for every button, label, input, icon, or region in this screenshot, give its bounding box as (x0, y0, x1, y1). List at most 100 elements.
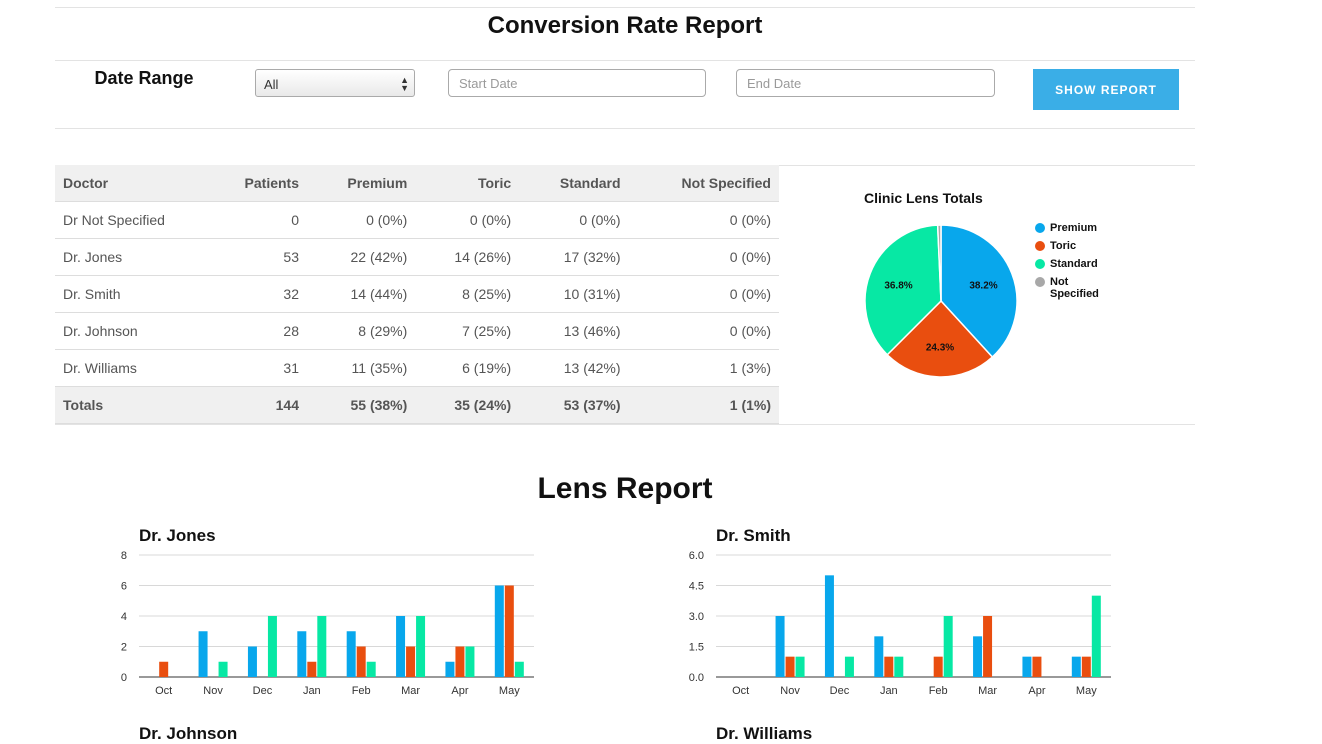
x-tick-label: Feb (352, 685, 371, 697)
bar-standard-nov[interactable] (218, 661, 228, 677)
column-header-premium: Premium (307, 165, 416, 202)
pie-slice-standard[interactable] (864, 224, 942, 356)
bar-standard-may[interactable] (1091, 595, 1101, 677)
table-row: Dr Not Specified 0 0 (0%) 0 (0%) 0 (0%) … (55, 201, 779, 239)
clinic-lens-pie-chart: 38.2% 24.3% 36.8% (864, 224, 1018, 378)
bar-standard-may[interactable] (514, 661, 524, 677)
pie-chart-title: Clinic Lens Totals (864, 190, 983, 206)
bar-standard-feb[interactable] (366, 661, 376, 677)
bar-toric-mar[interactable] (406, 646, 416, 678)
x-tick-label: Mar (978, 685, 997, 697)
doctor-cell: Dr. Johnson (55, 312, 211, 350)
x-tick-label: Jan (880, 685, 898, 697)
bar-standard-dec[interactable] (267, 616, 277, 677)
bar-premium-jan[interactable] (297, 631, 307, 677)
patients-cell: 32 (211, 275, 307, 313)
totals-standard: 53 (37%) (519, 386, 629, 424)
column-header-not-specified: Not Specified (628, 165, 779, 202)
bar-premium-mar[interactable] (973, 636, 983, 677)
end-date-input[interactable] (736, 69, 995, 97)
pie-slice-toric[interactable] (886, 299, 994, 378)
bar-premium-jan[interactable] (874, 636, 884, 677)
legend-dot-not-specified (1035, 277, 1045, 287)
bar-toric-apr[interactable] (1032, 656, 1042, 677)
conversion-table: Doctor Patients Premium Toric Standard N… (55, 165, 779, 424)
x-tick-label: Apr (1028, 685, 1045, 697)
y-tick-label: 6 (121, 581, 127, 593)
x-tick-label: Nov (780, 685, 800, 697)
bar-standard-dec[interactable] (844, 656, 854, 677)
bar-toric-jan[interactable] (307, 661, 317, 677)
bar-standard-jan[interactable] (317, 616, 327, 677)
bar-premium-dec[interactable] (247, 646, 257, 678)
bar-toric-feb[interactable] (356, 646, 366, 678)
pie-slice-not-specified[interactable] (936, 224, 942, 302)
y-tick-label: 2 (121, 642, 127, 654)
table-header-row: Doctor Patients Premium Toric Standard N… (55, 165, 779, 202)
bar-premium-apr[interactable] (445, 661, 455, 677)
pie-legend: Premium Toric Standard Not Specified (1035, 222, 1115, 306)
x-tick-label: Dec (253, 685, 273, 697)
bar-premium-feb[interactable] (346, 631, 356, 677)
column-header-standard: Standard (519, 165, 629, 202)
bar-premium-nov[interactable] (775, 616, 785, 677)
bar-toric-nov[interactable] (785, 656, 795, 677)
patients-cell: 28 (211, 312, 307, 350)
bar-toric-jan[interactable] (884, 656, 894, 677)
x-tick-label: Oct (732, 685, 749, 697)
bar-premium-mar[interactable] (396, 616, 406, 677)
totals-row: Totals 144 55 (38%) 35 (24%) 53 (37%) 1 … (55, 386, 779, 424)
x-tick-label: Apr (451, 685, 468, 697)
x-tick-label: May (1076, 685, 1097, 697)
table-row: Dr. Johnson 28 8 (29%) 7 (25%) 13 (46%) … (55, 312, 779, 350)
bar-toric-mar[interactable] (983, 616, 993, 677)
table-row: Dr. Smith 32 14 (44%) 8 (25%) 10 (31%) 0… (55, 275, 779, 313)
not-specified-cell: 0 (0%) (628, 201, 779, 239)
x-tick-label: Jan (303, 685, 321, 697)
bar-premium-may[interactable] (494, 585, 504, 678)
x-tick-label: Dec (830, 685, 850, 697)
bar-toric-oct[interactable] (159, 661, 169, 677)
bar-standard-nov[interactable] (795, 656, 805, 677)
y-tick-label: 8 (121, 550, 127, 562)
bar-premium-may[interactable] (1071, 656, 1081, 677)
x-tick-label: Oct (155, 685, 172, 697)
pie-slice-premium[interactable] (940, 224, 1018, 359)
bar-standard-mar[interactable] (416, 616, 426, 677)
column-header-toric: Toric (415, 165, 520, 202)
show-report-button[interactable]: SHOW REPORT (1033, 69, 1179, 110)
bar-standard-jan[interactable] (894, 656, 904, 677)
bar-toric-may[interactable] (504, 585, 514, 678)
bar-toric-may[interactable] (1081, 656, 1091, 677)
doctor-cell: Dr Not Specified (55, 201, 211, 239)
x-tick-label: Nov (203, 685, 223, 697)
y-tick-label: 3.0 (689, 611, 704, 623)
legend-item-toric: Toric (1035, 240, 1115, 252)
legend-dot-toric (1035, 241, 1045, 251)
bar-premium-dec[interactable] (824, 575, 834, 677)
pie-data-label: 36.8% (884, 280, 912, 291)
bar-toric-apr[interactable] (455, 646, 465, 678)
legend-dot-premium (1035, 223, 1045, 233)
bar-toric-feb[interactable] (933, 656, 943, 677)
not-specified-cell: 1 (3%) (628, 349, 779, 387)
select-arrows-icon: ▲ ▼ (400, 75, 409, 93)
date-range-select[interactable]: All ▲ ▼ (255, 69, 415, 97)
bar-standard-feb[interactable] (943, 616, 953, 677)
bar-premium-nov[interactable] (198, 631, 208, 677)
standard-cell: 13 (42%) (519, 349, 629, 387)
toric-cell: 0 (0%) (415, 201, 520, 239)
pie-data-label: 24.3% (926, 343, 954, 354)
bar-standard-apr[interactable] (465, 646, 475, 678)
bar-premium-apr[interactable] (1022, 656, 1032, 677)
table-row: Dr. Williams 31 11 (35%) 6 (19%) 13 (42%… (55, 349, 779, 387)
premium-cell: 14 (44%) (307, 275, 416, 313)
doctor-cell: Dr. Smith (55, 275, 211, 313)
doctor-cell: Dr. Williams (55, 349, 211, 387)
standard-cell: 17 (32%) (519, 238, 629, 276)
standard-cell: 10 (31%) (519, 275, 629, 313)
standard-cell: 13 (46%) (519, 312, 629, 350)
premium-cell: 11 (35%) (307, 349, 416, 387)
start-date-input[interactable] (448, 69, 706, 97)
totals-patients: 144 (211, 386, 307, 424)
